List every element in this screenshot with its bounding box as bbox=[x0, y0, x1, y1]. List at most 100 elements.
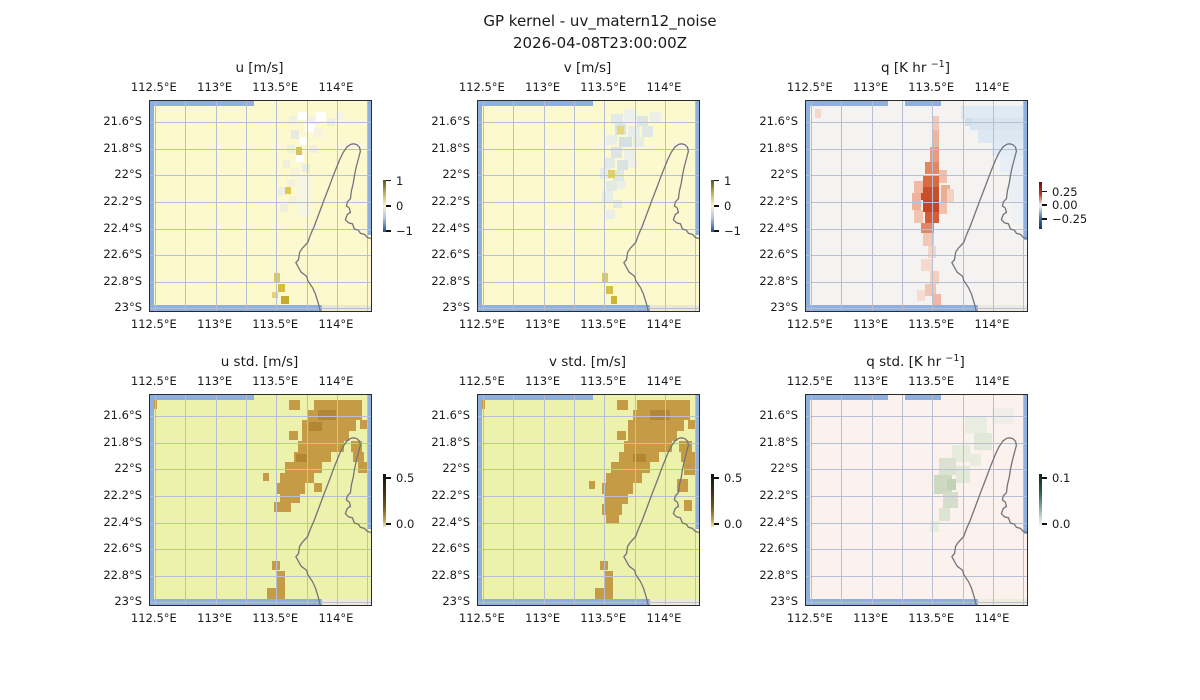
panel-title-superscript: −1 bbox=[930, 59, 945, 70]
map-u_std bbox=[149, 394, 372, 606]
heatmap-cell bbox=[943, 491, 959, 509]
colorbar-tick-label: 1 bbox=[724, 173, 732, 188]
gridline-horizontal bbox=[150, 228, 371, 230]
gridline-horizontal bbox=[150, 175, 371, 177]
map-q bbox=[805, 100, 1028, 312]
y-tick-label: 22.6°S bbox=[103, 541, 142, 556]
heatmap-cell bbox=[603, 157, 616, 169]
colorbar-tick-label: 0.5 bbox=[396, 471, 415, 486]
heatmap-cell bbox=[628, 430, 677, 442]
land-corner bbox=[320, 598, 371, 605]
heatmap-cell bbox=[650, 111, 662, 122]
x-tick-label: 113.5°E bbox=[252, 80, 299, 94]
gridline-horizontal bbox=[150, 416, 371, 418]
gridline-vertical bbox=[634, 395, 636, 605]
coastline bbox=[478, 101, 699, 311]
gridline-vertical bbox=[513, 101, 515, 311]
heatmap-cell bbox=[284, 462, 323, 473]
panel-q_std: q std. [K hr −1] 112.5°E 113°E 113.5°E 114°E… bbox=[759, 353, 1070, 625]
heatmap-cell bbox=[357, 462, 367, 473]
y-tick-label: 22.6°S bbox=[103, 247, 142, 262]
heatmap-cell bbox=[683, 500, 693, 511]
y-ticks-left: 21.6°S 21.8°S 22°S 22.2°S 22.4°S 22.6°S 22.8°S… bbox=[70, 100, 142, 314]
gridline-vertical bbox=[276, 395, 278, 605]
gridline-vertical bbox=[482, 101, 484, 311]
gridline-horizontal bbox=[478, 308, 699, 310]
heatmap-cell bbox=[925, 161, 939, 175]
y-tick-label: 21.6°S bbox=[431, 408, 470, 423]
colorbar-tick bbox=[386, 179, 391, 182]
colorbar-tick-label: 0.0 bbox=[1052, 517, 1071, 532]
y-tick-label: 22.2°S bbox=[431, 488, 470, 502]
heatmap-cell bbox=[965, 416, 988, 433]
gridline-vertical bbox=[871, 395, 873, 605]
x-tick-label: 112.5°E bbox=[458, 80, 505, 94]
ocean-boundary-strip bbox=[154, 598, 323, 605]
gridline-horizontal bbox=[150, 496, 371, 497]
colorbar-tick bbox=[714, 477, 719, 479]
gridline-vertical bbox=[992, 395, 994, 605]
colorbar-tick bbox=[386, 523, 391, 525]
x-tick-label: 113.5°E bbox=[252, 374, 299, 388]
colorbar-tick-label: 1 bbox=[396, 173, 404, 188]
heatmap-cell bbox=[619, 136, 632, 148]
heatmap-cell bbox=[687, 420, 695, 429]
y-tick-label: 21.8°S bbox=[431, 140, 470, 155]
x-tick-label: 113°E bbox=[853, 80, 889, 94]
x-tick-label: 113.5°E bbox=[908, 317, 955, 331]
coastline bbox=[150, 395, 371, 605]
gridline-vertical bbox=[634, 101, 636, 311]
x-tick-label: 114°E bbox=[318, 374, 354, 388]
ocean-boundary-strip bbox=[482, 304, 651, 311]
y-tick-label: 21.6°S bbox=[759, 114, 798, 129]
heatmap-cell bbox=[925, 283, 937, 297]
colorbar-tick bbox=[1042, 190, 1047, 193]
heatmap-cell bbox=[927, 245, 937, 259]
x-tick-label: 113.5°E bbox=[580, 80, 627, 94]
gridline-vertical bbox=[215, 101, 217, 311]
y-tick-label: 22.4°S bbox=[759, 220, 798, 235]
x-ticks-top: 112.5°E 113°E 113.5°E 114°E bbox=[787, 80, 1026, 94]
colorbar-u: 1 0 −1 bbox=[383, 174, 413, 238]
heatmap-cell bbox=[623, 109, 638, 121]
x-tick-label: 113.5°E bbox=[580, 611, 627, 625]
heatmap-cell bbox=[295, 147, 303, 155]
gridline-vertical bbox=[901, 395, 903, 605]
heatmap-cell bbox=[1011, 201, 1023, 223]
colorbar-q: 0.25 0.00 −0.25 bbox=[1039, 182, 1087, 229]
ocean-boundary-strip bbox=[694, 101, 699, 236]
colorbar-tick-label: 0.0 bbox=[396, 517, 415, 532]
y-ticks-left: 21.6°S 21.8°S 22°S 22.2°S 22.4°S 22.6°S 22.8°S… bbox=[398, 100, 470, 314]
heatmap-cell bbox=[938, 458, 957, 475]
panel-title-superscript: −1 bbox=[945, 353, 960, 364]
gridline-vertical bbox=[336, 395, 338, 605]
y-ticks-left: 21.6°S 21.8°S 22°S 22.2°S 22.4°S 22.6°S 22.8°S… bbox=[726, 100, 798, 314]
heatmap-cell bbox=[295, 453, 307, 463]
heatmap-cell bbox=[929, 271, 939, 284]
heatmap-cell bbox=[599, 560, 609, 571]
heatmap-cell bbox=[289, 430, 299, 441]
ocean-boundary-strip bbox=[150, 395, 254, 401]
colorbar-tick bbox=[386, 230, 391, 232]
x-tick-label: 113.5°E bbox=[252, 611, 299, 625]
gridline-horizontal bbox=[806, 228, 1027, 230]
colorbar-tick-label: 0.00 bbox=[1052, 198, 1078, 213]
heatmap-cell bbox=[683, 462, 695, 475]
x-tick-label: 112.5°E bbox=[130, 374, 177, 388]
heatmap-cell bbox=[606, 134, 618, 146]
x-ticks-bottom: 112.5°E 113°E 113.5°E 114°E bbox=[131, 611, 370, 625]
heatmap-cell bbox=[351, 441, 363, 452]
x-ticks-top: 112.5°E 113°E 113.5°E 114°E bbox=[459, 374, 698, 388]
colorbar-tick bbox=[386, 205, 391, 207]
heatmap-cell bbox=[284, 187, 292, 195]
colorbar-tick bbox=[1042, 204, 1047, 206]
colorbar-q_std: 0.1 0.0 bbox=[1039, 471, 1070, 531]
heatmap-cell bbox=[617, 180, 627, 190]
heatmap-cell bbox=[623, 441, 673, 452]
heatmap-cell bbox=[617, 400, 629, 410]
panel-title-v_std: v std. [m/s] bbox=[437, 351, 738, 373]
heatmap-cell bbox=[940, 185, 950, 202]
x-tick-label: 112.5°E bbox=[786, 374, 833, 388]
heatmap-cell bbox=[313, 128, 324, 138]
panel-title-text: u [m/s] bbox=[235, 60, 284, 76]
